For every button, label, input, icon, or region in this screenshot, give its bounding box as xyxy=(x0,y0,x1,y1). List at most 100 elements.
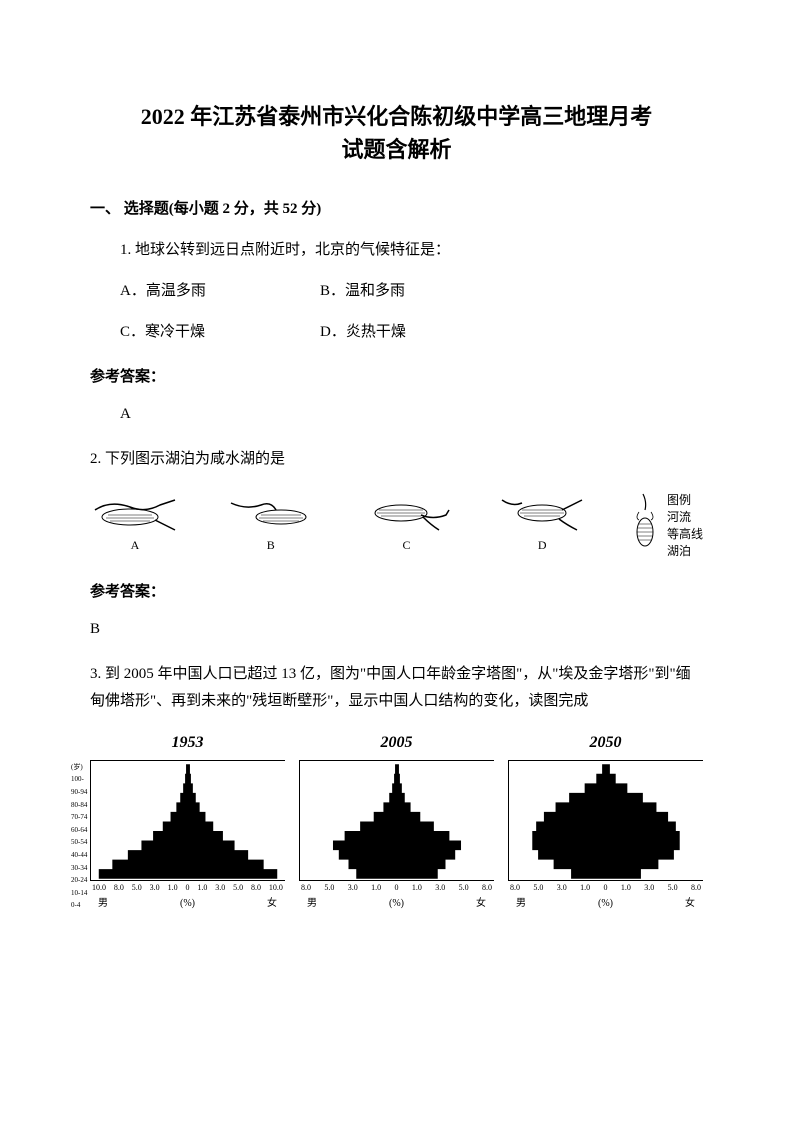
option-c: C．寒冷干燥 xyxy=(120,319,320,346)
pyramid-2050: 20508.05.03.01.001.03.05.08.0男(%)女 xyxy=(508,729,703,913)
question-1-options-row2: C．寒冷干燥 D．炎热干燥 xyxy=(120,319,703,346)
section-header: 一、 选择题(每小题 2 分，共 52 分) xyxy=(90,196,703,223)
pyramid-gender-row: 男 (%) 女 xyxy=(299,895,494,913)
gender-left: 男 xyxy=(516,895,526,913)
xtick: 10.0 xyxy=(269,881,283,895)
question-2-text: 2. 下列图示湖泊为咸水湖的是 xyxy=(90,446,703,473)
lake-a-label: A xyxy=(131,535,140,557)
pyramid-row: 1953(岁)100-90-9480-8470-7460-6450-5440-4… xyxy=(90,729,703,913)
gender-left: 男 xyxy=(307,895,317,913)
xtick: 5.0 xyxy=(132,881,142,895)
answer-label-1: 参考答案： xyxy=(90,364,703,391)
lake-b-svg xyxy=(226,495,316,535)
xtick: 5.0 xyxy=(459,881,469,895)
percent-label: (%) xyxy=(598,895,613,913)
pyramid-1953: 1953(岁)100-90-9480-8470-7460-6450-5440-4… xyxy=(90,729,285,913)
xtick: 0 xyxy=(395,881,399,895)
answer-value-2: B xyxy=(90,616,703,643)
xtick: 10.0 xyxy=(92,881,106,895)
xtick: 8.0 xyxy=(301,881,311,895)
xtick: 8.0 xyxy=(482,881,492,895)
pyramid-chart-area xyxy=(508,760,703,880)
xtick: 8.0 xyxy=(691,881,701,895)
pyramid-gender-row: 男 (%) 女 xyxy=(90,895,285,913)
pyramid-year-label: 2050 xyxy=(508,729,703,758)
question-3-text: 3. 到 2005 年中国人口已超过 13 亿，图为"中国人口年龄金字塔图"，从… xyxy=(90,661,703,715)
ytick: 0-4 xyxy=(71,899,87,912)
pyramid-svg xyxy=(509,761,703,880)
lake-legend: 图例 河流 等高线 湖泊 xyxy=(633,492,703,559)
title-line-2: 试题含解析 xyxy=(90,133,703,166)
xtick: 8.0 xyxy=(510,881,520,895)
xtick: 0 xyxy=(604,881,608,895)
xtick: 1.0 xyxy=(412,881,422,895)
xtick: 5.0 xyxy=(233,881,243,895)
xtick: 3.0 xyxy=(150,881,160,895)
pyramid-svg xyxy=(91,761,285,880)
page-title: 2022 年江苏省泰州市兴化合陈初级中学高三地理月考 试题含解析 xyxy=(90,100,703,166)
pyramid-2005: 20058.05.03.01.001.03.05.08.0男(%)女 xyxy=(299,729,494,913)
title-line-1: 2022 年江苏省泰州市兴化合陈初级中学高三地理月考 xyxy=(90,100,703,133)
pyramid-yaxis: (岁)100-90-9480-8470-7460-6450-5440-4430-… xyxy=(71,761,87,880)
pyramid-year-label: 2005 xyxy=(299,729,494,758)
xtick: 1.0 xyxy=(621,881,631,895)
option-b: B．温和多雨 xyxy=(320,278,520,305)
legend-contour: 等高线 xyxy=(667,526,703,543)
answer-label-2: 参考答案： xyxy=(90,579,703,606)
lake-c: C xyxy=(361,495,451,557)
question-1-options-row1: A．高温多雨 B．温和多雨 xyxy=(120,278,703,305)
lake-c-svg xyxy=(361,495,451,535)
ytick: 60-64 xyxy=(71,824,87,837)
ytick: 40-44 xyxy=(71,849,87,862)
ytick: 20-24 xyxy=(71,874,87,887)
legend-river: 河流 xyxy=(667,509,703,526)
gender-left: 男 xyxy=(98,895,108,913)
gender-right: 女 xyxy=(267,895,277,913)
pyramid-xaxis: 8.05.03.01.001.03.05.08.0 xyxy=(299,880,494,895)
xtick: 1.0 xyxy=(168,881,178,895)
lake-d: D xyxy=(497,495,587,557)
xtick: 1.0 xyxy=(580,881,590,895)
pyramid-xaxis: 8.0 5.0 3.0 1.0 0 1.0 3.0 5.0 8.0 xyxy=(508,880,703,895)
xtick: 3.0 xyxy=(435,881,445,895)
xtick: 8.0 xyxy=(251,881,261,895)
legend-lake-label: 湖泊 xyxy=(667,543,703,560)
percent-label: (%) xyxy=(180,895,195,913)
question-1-text: 1. 地球公转到远日点附近时，北京的气候特征是： xyxy=(120,237,703,264)
percent-label: (%) xyxy=(389,895,404,913)
gender-right: 女 xyxy=(685,895,695,913)
ytick: 100- xyxy=(71,773,87,786)
lake-d-label: D xyxy=(538,535,547,557)
pyramid-xaxis: 10.08.05.03.01.001.03.05.08.010.0 xyxy=(90,880,285,895)
pyramid-chart-area: (岁)100-90-9480-8470-7460-6450-5440-4430-… xyxy=(90,760,285,880)
pyramid-year-label: 1953 xyxy=(90,729,285,758)
legend-lake-svg xyxy=(633,492,661,548)
legend-title: 图例 xyxy=(667,492,703,509)
pyramid-chart-area xyxy=(299,760,494,880)
xtick: 3.0 xyxy=(644,881,654,895)
gender-right: 女 xyxy=(476,895,486,913)
lake-b: B xyxy=(226,495,316,557)
lake-d-svg xyxy=(497,495,587,535)
ytick: 80-84 xyxy=(71,799,87,812)
xtick: 1.0 xyxy=(197,881,207,895)
ytick: 30-34 xyxy=(71,862,87,875)
answer-value-1: A xyxy=(120,401,703,428)
ytick: 70-74 xyxy=(71,811,87,824)
lake-diagram-row: A B C xyxy=(90,491,703,561)
xtick: 5.0 xyxy=(668,881,678,895)
xtick: 8.0 xyxy=(114,881,124,895)
xtick: 5.0 xyxy=(533,881,543,895)
pyramid-svg xyxy=(300,761,494,880)
option-a: A．高温多雨 xyxy=(120,278,320,305)
ytick: 50-54 xyxy=(71,836,87,849)
option-d: D．炎热干燥 xyxy=(320,319,520,346)
lake-c-label: C xyxy=(402,535,410,557)
lake-a: A xyxy=(90,495,180,557)
lake-b-label: B xyxy=(267,535,275,557)
xtick: 3.0 xyxy=(557,881,567,895)
xtick: 5.0 xyxy=(324,881,334,895)
xtick: 3.0 xyxy=(348,881,358,895)
lake-a-svg xyxy=(90,495,180,535)
xtick: 0 xyxy=(185,881,189,895)
